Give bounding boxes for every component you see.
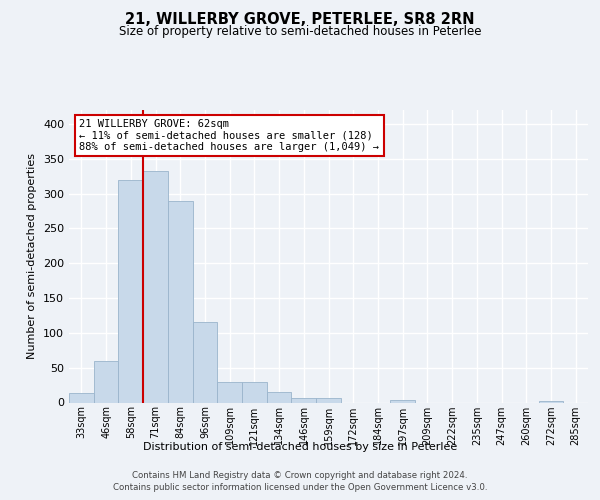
Bar — [267, 392, 292, 402]
Bar — [143, 172, 168, 402]
Bar — [69, 394, 94, 402]
Bar — [539, 401, 563, 402]
Text: Contains HM Land Registry data © Crown copyright and database right 2024.: Contains HM Land Registry data © Crown c… — [132, 471, 468, 480]
Bar — [217, 382, 242, 402]
Text: Size of property relative to semi-detached houses in Peterlee: Size of property relative to semi-detach… — [119, 25, 481, 38]
Bar — [390, 400, 415, 402]
Bar — [94, 360, 118, 403]
Bar — [242, 382, 267, 402]
Bar — [118, 180, 143, 402]
Text: 21 WILLERBY GROVE: 62sqm
← 11% of semi-detached houses are smaller (128)
88% of : 21 WILLERBY GROVE: 62sqm ← 11% of semi-d… — [79, 119, 379, 152]
Text: 21, WILLERBY GROVE, PETERLEE, SR8 2RN: 21, WILLERBY GROVE, PETERLEE, SR8 2RN — [125, 12, 475, 28]
Y-axis label: Number of semi-detached properties: Number of semi-detached properties — [28, 153, 37, 359]
Bar — [316, 398, 341, 402]
Bar — [193, 322, 217, 402]
Bar — [168, 200, 193, 402]
Bar — [292, 398, 316, 402]
Text: Contains public sector information licensed under the Open Government Licence v3: Contains public sector information licen… — [113, 482, 487, 492]
Text: Distribution of semi-detached houses by size in Peterlee: Distribution of semi-detached houses by … — [143, 442, 457, 452]
